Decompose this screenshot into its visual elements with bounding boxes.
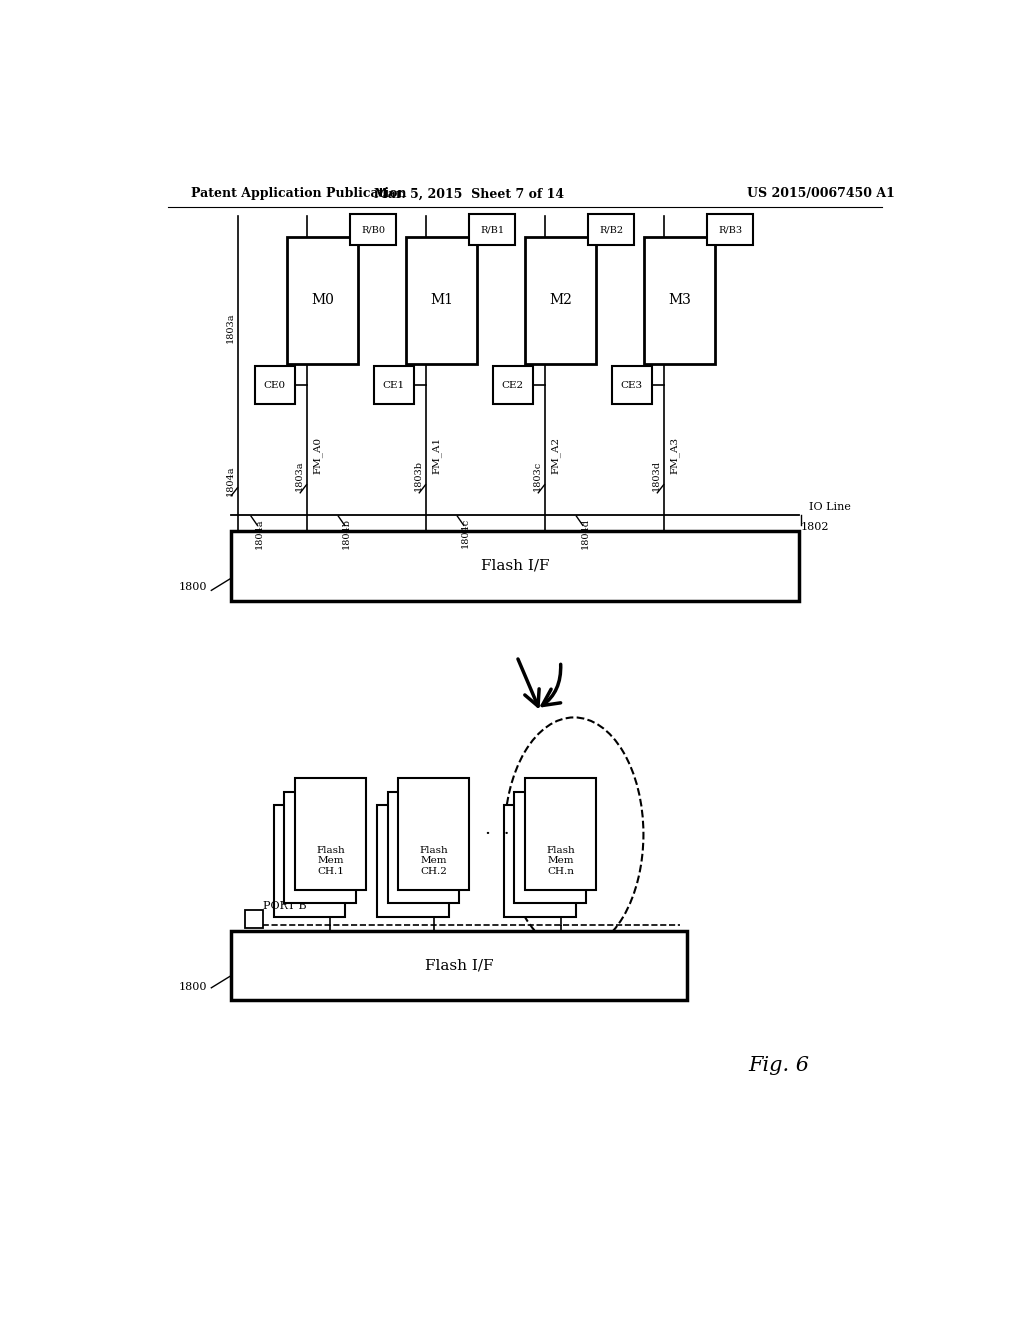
Text: CE1: CE1	[383, 380, 404, 389]
Text: M0: M0	[311, 293, 334, 308]
Bar	[504, 805, 575, 916]
Bar	[350, 214, 396, 244]
Text: M1: M1	[430, 293, 453, 308]
Bar	[387, 792, 459, 903]
Text: FM_A1: FM_A1	[432, 437, 441, 474]
Text: 1804c: 1804c	[461, 519, 470, 548]
Text: 1800: 1800	[179, 982, 207, 991]
Text: M2: M2	[549, 293, 572, 308]
Bar	[274, 805, 345, 916]
Text: 1803a: 1803a	[225, 313, 234, 343]
Text: 1802: 1802	[801, 523, 829, 532]
Bar	[708, 214, 754, 244]
Text: 1803b: 1803b	[414, 459, 423, 491]
Text: R/B3: R/B3	[718, 224, 742, 234]
Bar	[514, 792, 586, 903]
Text: Flash I/F: Flash I/F	[480, 558, 549, 573]
Bar	[377, 805, 449, 916]
Bar	[397, 779, 469, 890]
Bar	[644, 236, 715, 364]
Bar	[295, 779, 367, 890]
Bar	[285, 792, 355, 903]
Bar	[287, 236, 358, 364]
Text: Patent Application Publication: Patent Application Publication	[191, 187, 407, 201]
Text: R/B2: R/B2	[599, 224, 624, 234]
Bar	[255, 366, 295, 404]
Text: Flash
Mem
CH.1: Flash Mem CH.1	[316, 846, 345, 875]
Bar	[524, 779, 596, 890]
Text: Fig. 6: Fig. 6	[749, 1056, 809, 1074]
Text: PORT B: PORT B	[263, 900, 306, 911]
Text: US 2015/0067450 A1: US 2015/0067450 A1	[748, 187, 895, 201]
Text: Mar. 5, 2015  Sheet 7 of 14: Mar. 5, 2015 Sheet 7 of 14	[374, 187, 564, 201]
Text: M3: M3	[668, 293, 691, 308]
Bar	[588, 214, 634, 244]
Text: 1803d: 1803d	[651, 459, 660, 491]
Bar	[246, 909, 263, 928]
Text: ·  ·: · ·	[485, 825, 510, 843]
Bar	[231, 532, 799, 601]
Bar	[374, 366, 414, 404]
Text: CE2: CE2	[502, 380, 524, 389]
Text: IO Line: IO Line	[809, 502, 851, 512]
Text: 1804a: 1804a	[255, 519, 264, 549]
Bar	[612, 366, 652, 404]
Text: 1804b: 1804b	[342, 519, 351, 549]
Text: 1804a: 1804a	[225, 466, 234, 496]
Text: R/B1: R/B1	[480, 224, 505, 234]
Text: CE0: CE0	[264, 380, 286, 389]
Text: 1804d: 1804d	[581, 519, 590, 549]
Text: Flash I/F: Flash I/F	[425, 958, 494, 973]
Bar	[469, 214, 515, 244]
Text: CE3: CE3	[621, 380, 643, 389]
Bar	[231, 931, 687, 1001]
Text: Flash
Mem
CH.2: Flash Mem CH.2	[419, 846, 447, 875]
Bar	[524, 236, 596, 364]
Text: 1803c: 1803c	[532, 461, 542, 491]
Text: FM_A2: FM_A2	[551, 437, 561, 474]
Text: Flash
Mem
CH.n: Flash Mem CH.n	[546, 846, 574, 875]
Bar	[406, 236, 477, 364]
Text: 1803a: 1803a	[294, 461, 303, 491]
Text: FM_A0: FM_A0	[313, 437, 323, 474]
Text: R/B0: R/B0	[361, 224, 385, 234]
Bar	[494, 366, 532, 404]
Text: FM_A3: FM_A3	[670, 437, 680, 474]
Text: 1800: 1800	[179, 582, 207, 593]
